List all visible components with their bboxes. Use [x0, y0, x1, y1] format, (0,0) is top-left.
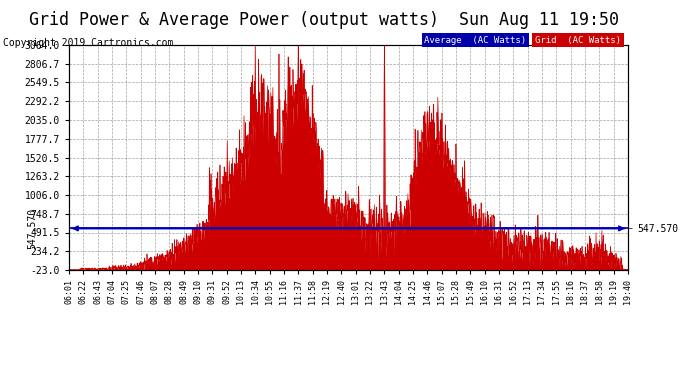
- Text: Copyright 2019 Cartronics.com: Copyright 2019 Cartronics.com: [3, 38, 174, 48]
- Text: Grid Power & Average Power (output watts)  Sun Aug 11 19:50: Grid Power & Average Power (output watts…: [29, 11, 620, 29]
- Text: Average  (AC Watts): Average (AC Watts): [424, 36, 526, 45]
- Text: Grid  (AC Watts): Grid (AC Watts): [535, 36, 621, 45]
- Text: 547.570: 547.570: [28, 208, 38, 249]
